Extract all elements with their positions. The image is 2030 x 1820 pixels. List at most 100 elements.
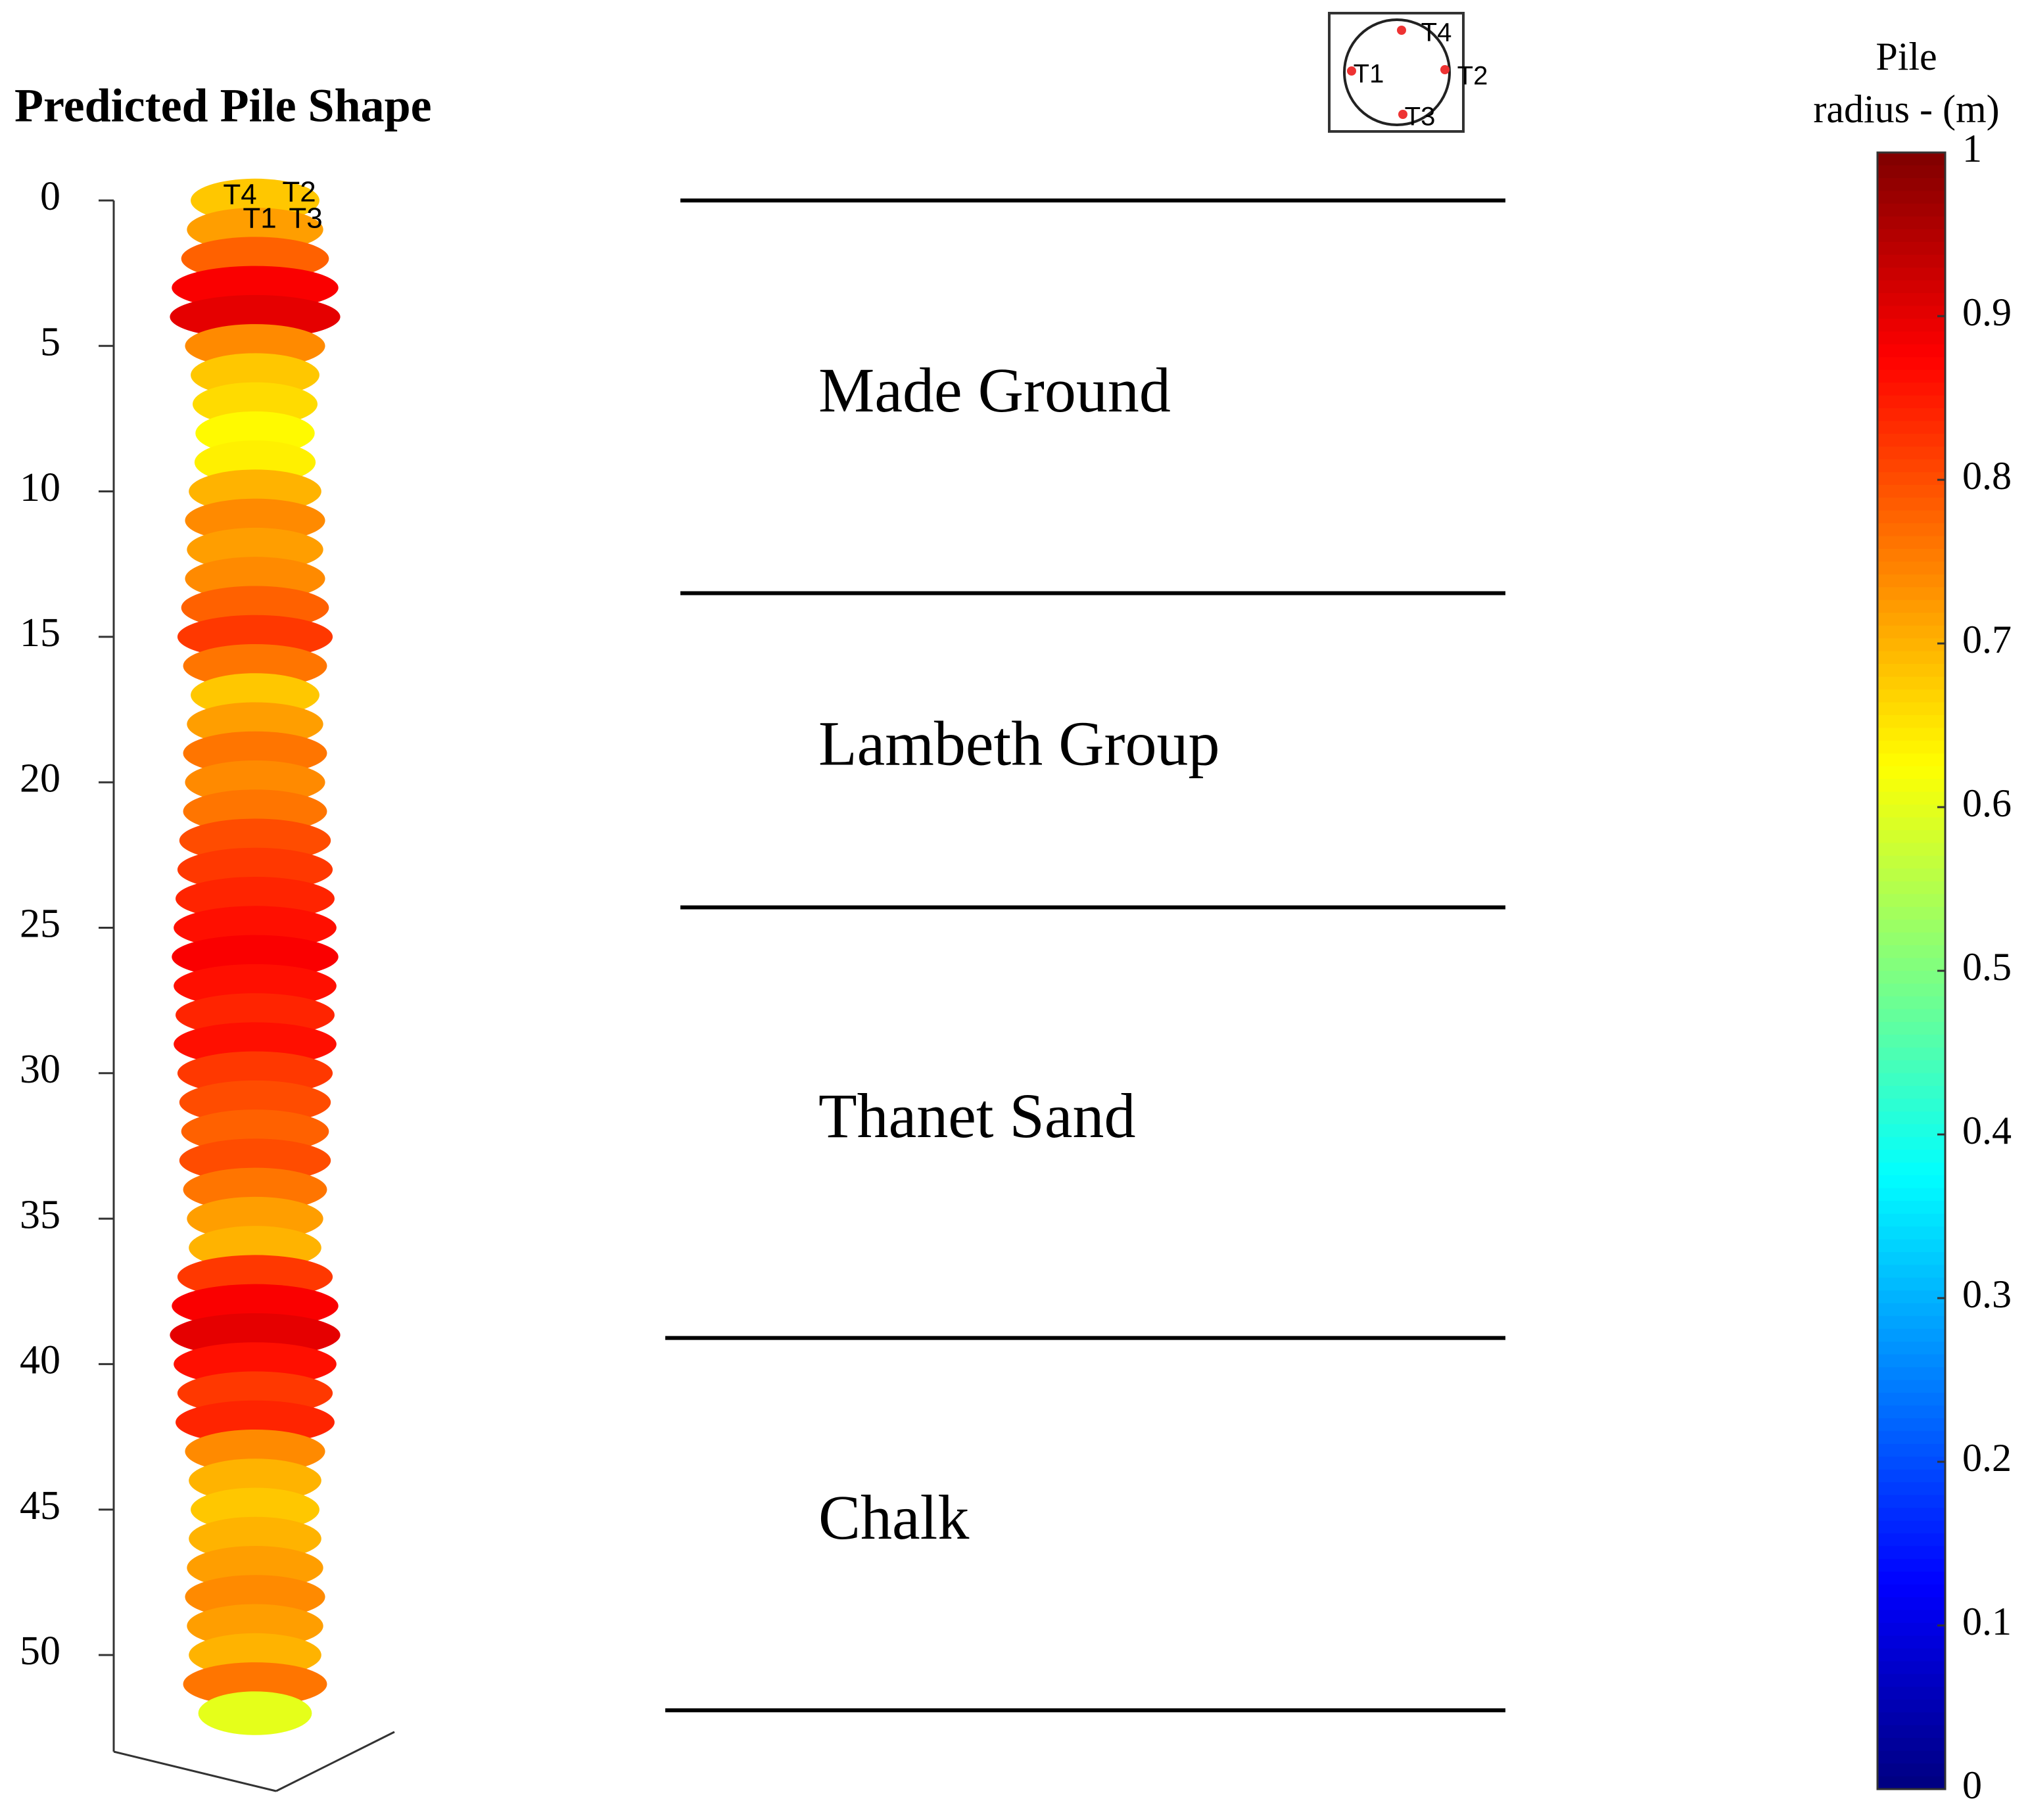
- sensor-label: T1: [1354, 60, 1384, 89]
- pile-slice: [170, 294, 341, 339]
- chart-title: Predicted Pile Shape: [14, 80, 432, 132]
- colorbar-swatch: [1877, 983, 1945, 997]
- colorbar-swatch: [1877, 472, 1945, 486]
- colorbar-swatch: [1877, 1303, 1945, 1317]
- colorbar-swatch: [1877, 1047, 1945, 1062]
- colorbar-swatch: [1877, 702, 1945, 716]
- colorbar-swatch: [1877, 1418, 1945, 1432]
- colorbar-swatch: [1877, 1712, 1945, 1726]
- colorbar-swatch: [1877, 306, 1945, 319]
- y-tick-label: 35: [20, 1192, 60, 1237]
- colorbar-swatch: [1877, 1443, 1945, 1458]
- colorbar-swatch: [1877, 1623, 1945, 1637]
- colorbar-tick-label: 0.1: [1962, 1600, 2012, 1643]
- colorbar-swatch: [1877, 1239, 1945, 1253]
- y-tick-label: 5: [40, 320, 60, 365]
- colorbar-tick-label: 0.7: [1962, 618, 2012, 661]
- colorbar-swatch: [1877, 408, 1945, 422]
- sensor-label: T4: [223, 179, 256, 211]
- base-axis: [275, 1731, 395, 1792]
- colorbar-swatch: [1877, 357, 1945, 371]
- colorbar-swatch: [1877, 510, 1945, 525]
- colorbar-swatch: [1877, 1009, 1945, 1023]
- colorbar-swatch: [1877, 536, 1945, 550]
- colorbar-swatch: [1877, 1597, 1945, 1611]
- colorbar-swatch: [1877, 1392, 1945, 1407]
- base-axis: [113, 1750, 277, 1792]
- colorbar-swatch: [1877, 1328, 1945, 1343]
- y-tick-label: 10: [20, 465, 60, 510]
- colorbar-swatch: [1877, 1750, 1945, 1765]
- colorbar-swatch: [1877, 177, 1945, 192]
- colorbar-swatch: [1877, 1520, 1945, 1534]
- colorbar-swatch: [1877, 1213, 1945, 1228]
- colorbar-swatch: [1877, 318, 1945, 333]
- sensor-label: T3: [1405, 103, 1436, 131]
- colorbar-swatch: [1877, 1776, 1945, 1790]
- colorbar-swatch: [1877, 1610, 1945, 1624]
- colorbar-swatch: [1877, 421, 1945, 434]
- colorbar-swatch: [1877, 906, 1945, 921]
- colorbar-label: Pile: [1876, 35, 1937, 78]
- colorbar-swatch: [1877, 1648, 1945, 1662]
- y-tick-label: 15: [20, 611, 60, 655]
- colorbar-swatch: [1877, 613, 1945, 626]
- colorbar-swatch: [1877, 958, 1945, 971]
- y-tick-label: 0: [40, 174, 60, 219]
- colorbar-swatch: [1877, 1277, 1945, 1292]
- colorbar-swatch: [1877, 152, 1945, 166]
- colorbar-swatch: [1877, 766, 1945, 780]
- stratum-label: Chalk: [818, 1482, 969, 1552]
- colorbar-swatch: [1877, 1687, 1945, 1700]
- pile-slice: [198, 1691, 312, 1735]
- colorbar-swatch: [1877, 996, 1945, 1010]
- colorbar-tick-label: 0.4: [1962, 1109, 2012, 1152]
- colorbar-swatch: [1877, 728, 1945, 741]
- colorbar-swatch: [1877, 1584, 1945, 1598]
- colorbar-swatch: [1877, 292, 1945, 307]
- colorbar-swatch: [1877, 242, 1945, 256]
- colorbar-swatch: [1877, 498, 1945, 511]
- colorbar-swatch: [1877, 1136, 1945, 1151]
- colorbar-swatch: [1877, 1251, 1945, 1266]
- colorbar-label: radius - (m): [1813, 87, 1999, 131]
- colorbar-swatch: [1877, 676, 1945, 691]
- colorbar-tick-label: 0.6: [1962, 782, 2012, 825]
- colorbar-swatch: [1877, 523, 1945, 537]
- colorbar-swatch: [1877, 1060, 1945, 1074]
- colorbar-swatch: [1877, 638, 1945, 652]
- colorbar-swatch: [1877, 331, 1945, 345]
- colorbar-swatch: [1877, 1673, 1945, 1688]
- colorbar-swatch: [1877, 1073, 1945, 1087]
- colorbar-swatch: [1877, 383, 1945, 396]
- inset-frame: [1328, 12, 1465, 133]
- y-tick-label: 25: [20, 902, 60, 946]
- colorbar-tick-label: 0.8: [1962, 454, 2012, 498]
- colorbar-swatch: [1877, 881, 1945, 895]
- sensor-dot: [1398, 110, 1407, 119]
- colorbar-swatch: [1877, 1150, 1945, 1163]
- colorbar-swatch: [1877, 945, 1945, 959]
- colorbar-swatch: [1877, 216, 1945, 230]
- pile-slice: [176, 1400, 335, 1445]
- colorbar-swatch: [1877, 664, 1945, 678]
- colorbar-swatch: [1877, 1201, 1945, 1215]
- colorbar-swatch: [1877, 1175, 1945, 1189]
- colorbar-tick-label: 0.9: [1962, 291, 2012, 334]
- y-tick-label: 45: [20, 1483, 60, 1528]
- colorbar-swatch: [1877, 254, 1945, 269]
- colorbar-swatch: [1877, 1380, 1945, 1393]
- colorbar-swatch: [1877, 1354, 1945, 1368]
- sensor-dot: [1347, 66, 1356, 76]
- colorbar-swatch: [1877, 920, 1945, 933]
- colorbar-swatch: [1877, 1635, 1945, 1650]
- y-tick-label: 40: [20, 1338, 60, 1383]
- sensor-label: T2: [1457, 62, 1488, 91]
- colorbar-swatch: [1877, 830, 1945, 844]
- colorbar-swatch: [1877, 1342, 1945, 1355]
- colorbar-swatch: [1877, 1021, 1945, 1036]
- colorbar-swatch: [1877, 1316, 1945, 1330]
- colorbar-swatch: [1877, 855, 1945, 870]
- colorbar-swatch: [1877, 1546, 1945, 1560]
- colorbar-swatch: [1877, 549, 1945, 563]
